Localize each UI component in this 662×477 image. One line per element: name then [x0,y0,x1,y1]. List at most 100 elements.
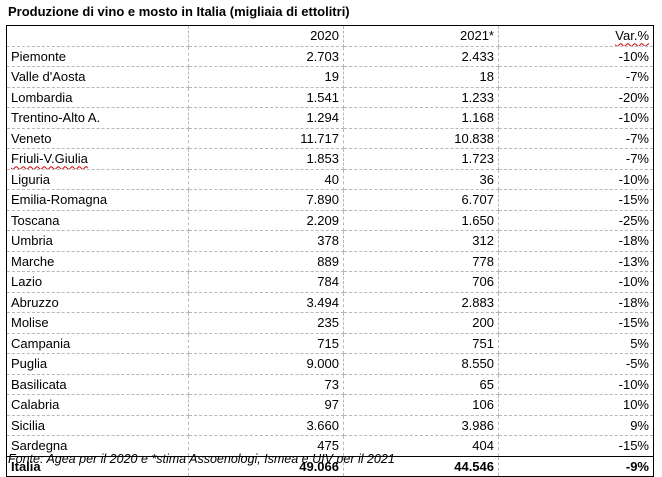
table-row: Marche 889 778 -13% [6,250,654,272]
value-2021-cell: 18 [343,66,499,88]
header-2020: 2020 [188,25,344,47]
table-row: Lazio 784 706 -10% [6,271,654,293]
value-2021-cell: 36 [343,168,499,190]
region-cell: Campania [6,332,189,354]
value-2020-cell: 9.000 [188,353,344,375]
variation-cell: 5% [498,332,654,354]
table-row: Toscana 2.209 1.650 -25% [6,209,654,231]
variation-cell: -10% [498,45,654,67]
value-2020-cell: 97 [188,394,344,416]
value-2021-cell: 2.433 [343,45,499,67]
table-row: Umbria 378 312 -18% [6,230,654,252]
table-row: Veneto 11.717 10.838 -7% [6,127,654,149]
value-2021-cell: 778 [343,250,499,272]
region-cell: Lombardia [6,86,189,108]
total-var: -9% [498,455,654,477]
variation-cell: -20% [498,86,654,108]
value-2021-cell: 106 [343,394,499,416]
value-2020-cell: 7.890 [188,189,344,211]
table-row: Friuli-V.Giulia 1.853 1.723 -7% [6,148,654,170]
value-2021-cell: 751 [343,332,499,354]
header-2021: 2021* [343,25,499,47]
region-cell: Calabria [6,394,189,416]
value-2021-cell: 6.707 [343,189,499,211]
region-label: Friuli-V.Giulia [11,151,88,167]
variation-cell: -13% [498,250,654,272]
region-cell: Umbria [6,230,189,252]
region-cell: Toscana [6,209,189,231]
region-cell: Marche [6,250,189,272]
table-row: Abruzzo 3.494 2.883 -18% [6,291,654,313]
value-2020-cell: 784 [188,271,344,293]
value-2021-cell: 65 [343,373,499,395]
region-cell: Lazio [6,271,189,293]
value-2020-cell: 73 [188,373,344,395]
header-var: Var.% [498,25,654,47]
region-cell: Sicilia [6,414,189,436]
variation-cell: -15% [498,312,654,334]
value-2021-cell: 1.723 [343,148,499,170]
value-2020-cell: 1.853 [188,148,344,170]
table-row: Basilicata 73 65 -10% [6,373,654,395]
variation-cell: -7% [498,127,654,149]
total-label: Italia [6,455,189,477]
variation-cell: -15% [498,435,654,457]
variation-cell: -25% [498,209,654,231]
table-row: Piemonte 2.703 2.433 -10% [6,45,654,67]
value-2021-cell: 706 [343,271,499,293]
table-row: Lombardia 1.541 1.233 -20% [6,86,654,108]
table-row: Campania 715 751 5% [6,332,654,354]
value-2020-cell: 1.294 [188,107,344,129]
region-cell: Veneto [6,127,189,149]
region-cell: Valle d'Aosta [6,66,189,88]
table-row: Valle d'Aosta 19 18 -7% [6,66,654,88]
variation-cell: -15% [498,189,654,211]
value-2020-cell: 19 [188,66,344,88]
value-2020-cell: 40 [188,168,344,190]
table-row: Sicilia 3.660 3.986 9% [6,414,654,436]
variation-cell: -10% [498,168,654,190]
value-2021-cell: 8.550 [343,353,499,375]
value-2021-cell: 1.650 [343,209,499,231]
region-cell: Piemonte [6,45,189,67]
variation-cell: -7% [498,148,654,170]
value-2020-cell: 11.717 [188,127,344,149]
value-2021-cell: 2.883 [343,291,499,313]
region-cell: Emilia-Romagna [6,189,189,211]
value-2020-cell: 378 [188,230,344,252]
variation-cell: -5% [498,353,654,375]
table-row: Molise 235 200 -15% [6,312,654,334]
value-2021-cell: 200 [343,312,499,334]
region-cell: Puglia [6,353,189,375]
value-2020-cell: 235 [188,312,344,334]
value-2020-cell: 3.660 [188,414,344,436]
wine-production-table: 2020 2021* Var.% Piemonte 2.703 2.433 -10% V… [6,25,654,477]
variation-cell: -7% [498,66,654,88]
value-2021-cell: 312 [343,230,499,252]
source-note: Fonte: Agea per il 2020 e *stima Assoeno… [8,452,395,466]
value-2020-cell: 2.209 [188,209,344,231]
table-row: Calabria 97 106 10% [6,394,654,416]
variation-cell: 10% [498,394,654,416]
value-2020-cell: 1.541 [188,86,344,108]
header-region [6,25,189,47]
region-cell: Liguria [6,168,189,190]
variation-cell: -10% [498,271,654,293]
table-row: Trentino-Alto A. 1.294 1.168 -10% [6,107,654,129]
value-2021-cell: 10.838 [343,127,499,149]
variation-cell: -18% [498,230,654,252]
header-row: 2020 2021* Var.% [6,25,654,47]
region-cell: Friuli-V.Giulia [6,148,189,170]
region-cell: Basilicata [6,373,189,395]
value-2021-cell: 3.986 [343,414,499,436]
region-cell: Abruzzo [6,291,189,313]
region-cell: Molise [6,312,189,334]
value-2021-cell: 1.168 [343,107,499,129]
table-title: Produzione di vino e mosto in Italia (mi… [8,4,350,19]
value-2021-cell: 1.233 [343,86,499,108]
variation-cell: 9% [498,414,654,436]
variation-cell: -10% [498,373,654,395]
region-cell: Trentino-Alto A. [6,107,189,129]
value-2020-cell: 3.494 [188,291,344,313]
variation-cell: -18% [498,291,654,313]
